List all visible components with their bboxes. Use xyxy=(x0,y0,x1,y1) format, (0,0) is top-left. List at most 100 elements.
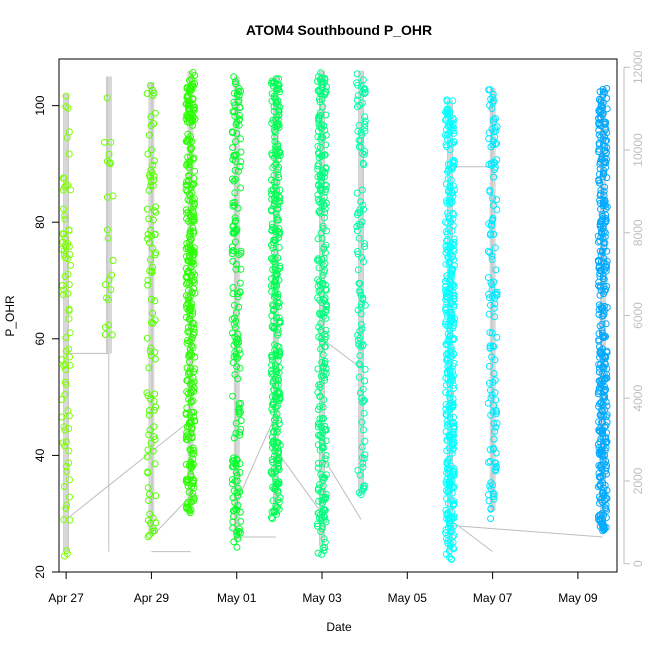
data-point xyxy=(274,171,282,179)
data-point xyxy=(357,300,365,308)
data-point xyxy=(149,447,157,455)
y2-tick-label: 12000 xyxy=(631,50,645,84)
data-point xyxy=(148,267,156,275)
data-point xyxy=(143,205,151,213)
data-point xyxy=(152,203,159,211)
data-point xyxy=(598,489,606,497)
data-point xyxy=(65,243,73,250)
x-tick-label: Apr 29 xyxy=(134,591,170,605)
data-point xyxy=(314,441,322,449)
data-point xyxy=(232,430,240,437)
data-point xyxy=(62,438,70,446)
data-point xyxy=(361,243,369,250)
data-point xyxy=(190,180,198,188)
data-point xyxy=(189,121,197,129)
data-point xyxy=(320,535,328,543)
data-point xyxy=(147,256,154,264)
data-point xyxy=(444,110,452,118)
data-point xyxy=(188,335,196,343)
data-point xyxy=(315,323,323,331)
data-point xyxy=(361,437,369,445)
data-point xyxy=(233,528,240,536)
data-point xyxy=(64,407,72,415)
data-point xyxy=(190,476,198,484)
data-point xyxy=(450,238,458,246)
data-point xyxy=(357,491,365,499)
data-point xyxy=(276,494,284,502)
data-point xyxy=(318,152,325,160)
data-point xyxy=(230,457,238,465)
data-point xyxy=(443,236,451,244)
data-point xyxy=(316,172,324,180)
data-point xyxy=(235,528,243,536)
data-point xyxy=(360,258,367,266)
data-point xyxy=(487,515,495,523)
data-point xyxy=(107,286,115,294)
data-point xyxy=(596,105,604,113)
data-point xyxy=(321,205,329,213)
data-point xyxy=(66,329,74,337)
plot-frame xyxy=(58,58,618,573)
data-point xyxy=(361,113,369,121)
data-point xyxy=(152,249,160,257)
data-point xyxy=(594,512,602,520)
data-point xyxy=(60,291,67,299)
data-point xyxy=(232,151,240,159)
track-line xyxy=(65,420,191,520)
data-point xyxy=(450,186,458,194)
data-point xyxy=(447,290,455,298)
data-point xyxy=(268,508,276,516)
data-point xyxy=(493,408,501,416)
data-point xyxy=(273,314,281,322)
data-point xyxy=(65,281,73,288)
data-point xyxy=(188,342,196,350)
data-point xyxy=(183,161,190,169)
data-point xyxy=(314,256,321,264)
data-point xyxy=(361,240,368,248)
data-point xyxy=(443,487,450,494)
data-point xyxy=(488,329,496,337)
data-point xyxy=(108,331,116,339)
data-point xyxy=(595,126,603,134)
data-point xyxy=(183,215,190,223)
data-point xyxy=(144,281,152,289)
data-point xyxy=(442,306,450,314)
data-point xyxy=(189,490,197,498)
data-point xyxy=(65,226,73,234)
data-point xyxy=(357,310,365,318)
data-point xyxy=(60,230,68,238)
data-point xyxy=(189,227,197,235)
data-point xyxy=(151,460,159,468)
data-point xyxy=(320,506,328,514)
data-point xyxy=(103,294,110,302)
data-point xyxy=(603,247,611,255)
data-point xyxy=(274,156,282,163)
data-point xyxy=(231,108,238,116)
data-point xyxy=(230,341,238,349)
data-point xyxy=(272,349,280,357)
data-point xyxy=(268,90,276,98)
data-point xyxy=(189,181,197,189)
data-point xyxy=(151,355,159,363)
data-point xyxy=(151,527,158,535)
data-point xyxy=(602,374,610,382)
data-point xyxy=(355,279,363,287)
data-point xyxy=(448,140,456,148)
data-point xyxy=(316,123,324,131)
data-point xyxy=(359,385,367,393)
y-axis: 20 40 60 80 100 xyxy=(33,95,60,579)
data-point xyxy=(236,288,244,296)
data-point xyxy=(597,449,605,456)
data-point xyxy=(314,420,322,428)
data-point xyxy=(65,425,73,432)
data-point xyxy=(316,98,324,106)
x-tick-label: May 05 xyxy=(388,591,428,605)
data-point xyxy=(449,544,457,552)
data-point xyxy=(232,469,240,477)
data-point xyxy=(322,460,330,468)
data-point xyxy=(448,449,456,457)
data-point xyxy=(484,247,492,255)
data-point xyxy=(322,303,330,311)
data-point xyxy=(186,509,194,517)
data-point xyxy=(597,435,605,443)
